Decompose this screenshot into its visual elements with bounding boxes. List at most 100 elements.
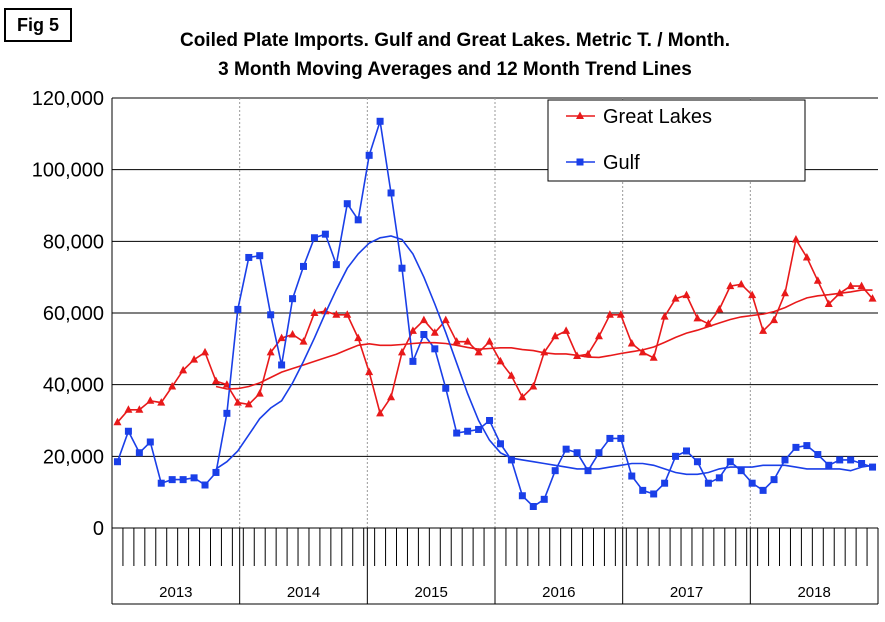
data-point [245, 253, 253, 261]
data-point [551, 331, 560, 340]
data-point [420, 331, 428, 338]
year-label: 2013 [159, 584, 192, 601]
data-point [682, 290, 691, 299]
data-point [529, 503, 537, 510]
chart-subtitle: 3 Month Moving Averages and 12 Month Tre… [218, 59, 692, 80]
year-label: 2014 [287, 584, 320, 601]
data-point [135, 449, 143, 457]
data-point [408, 326, 417, 334]
data-point [157, 398, 166, 406]
data-point [781, 456, 789, 464]
data-point [759, 326, 768, 334]
year-label: 2017 [670, 584, 703, 601]
data-point [354, 333, 363, 342]
data-point [836, 456, 844, 464]
data-point [496, 440, 504, 448]
data-point [475, 425, 483, 433]
chart-title: Coiled Plate Imports. Gulf and Great Lak… [180, 30, 730, 51]
data-point [365, 151, 373, 159]
data-point [179, 476, 187, 484]
data-point [606, 434, 614, 442]
data-point [824, 299, 833, 308]
data-point [672, 452, 680, 460]
data-point [715, 474, 723, 482]
data-point [332, 310, 341, 318]
data-point [802, 252, 811, 261]
data-point [726, 458, 734, 466]
data-point [704, 479, 712, 487]
data-point [650, 490, 658, 498]
data-point [233, 398, 242, 406]
y-tick-label: 40,000 [43, 375, 104, 397]
data-point [562, 326, 571, 334]
legend-box [547, 99, 806, 182]
data-point [869, 463, 877, 471]
data-point [507, 456, 515, 464]
data-point [397, 347, 406, 356]
data-point [299, 337, 308, 345]
year-label: 2015 [414, 584, 447, 601]
data-point [737, 279, 746, 288]
y-tick-label: 20,000 [43, 446, 104, 468]
data-point [518, 392, 527, 401]
year-label: 2016 [542, 584, 575, 601]
data-point [595, 449, 603, 457]
series-line [116, 237, 874, 423]
data-point [441, 315, 450, 324]
data-point [222, 380, 231, 388]
y-tick-label: 60,000 [43, 303, 104, 325]
data-point [737, 467, 745, 475]
data-point [464, 427, 472, 435]
data-point [255, 389, 264, 397]
data-point [157, 479, 165, 487]
data-point [354, 216, 362, 224]
data-point [212, 468, 220, 476]
data-point [463, 337, 472, 345]
legend-label: Great Lakes [603, 106, 712, 128]
data-point [791, 235, 800, 243]
series-line [116, 121, 873, 508]
data-point [211, 376, 220, 385]
data-point [562, 445, 570, 453]
data-point [661, 479, 669, 487]
data-point [715, 304, 724, 313]
data-point [223, 409, 231, 417]
data-point [540, 495, 548, 503]
data-point [748, 290, 757, 299]
data-point [190, 355, 199, 363]
data-point [584, 467, 592, 475]
data-point [704, 319, 713, 327]
trend-line [215, 235, 873, 476]
y-tick-label: 100,000 [32, 160, 104, 182]
data-point [430, 328, 439, 336]
data-point [770, 476, 778, 484]
data-point [113, 417, 122, 426]
data-point [748, 479, 756, 487]
data-point [868, 294, 877, 302]
data-point [780, 288, 789, 297]
data-point [168, 381, 177, 390]
data-point [179, 365, 188, 374]
data-point [419, 315, 428, 324]
legend-marker [576, 158, 584, 166]
data-point [266, 347, 275, 356]
y-tick-label: 120,000 [32, 88, 104, 110]
data-point [244, 399, 253, 408]
data-point [628, 472, 636, 480]
data-point [649, 353, 658, 361]
data-point [858, 460, 866, 467]
data-point [857, 281, 866, 290]
legend: Great Lakes Gulf [547, 99, 806, 182]
data-point [234, 305, 242, 313]
data-point [627, 338, 636, 347]
data-point [529, 381, 538, 390]
data-point [846, 281, 855, 290]
data-point [387, 189, 395, 197]
data-point [453, 429, 461, 437]
data-point [573, 449, 581, 457]
data-point [300, 262, 307, 270]
figure-label: Fig 5 [4, 8, 72, 42]
plot-area: 0 20,000 40,000 60,000 80,000 100,000 120,000 2… [32, 88, 879, 605]
data-point [759, 486, 767, 494]
